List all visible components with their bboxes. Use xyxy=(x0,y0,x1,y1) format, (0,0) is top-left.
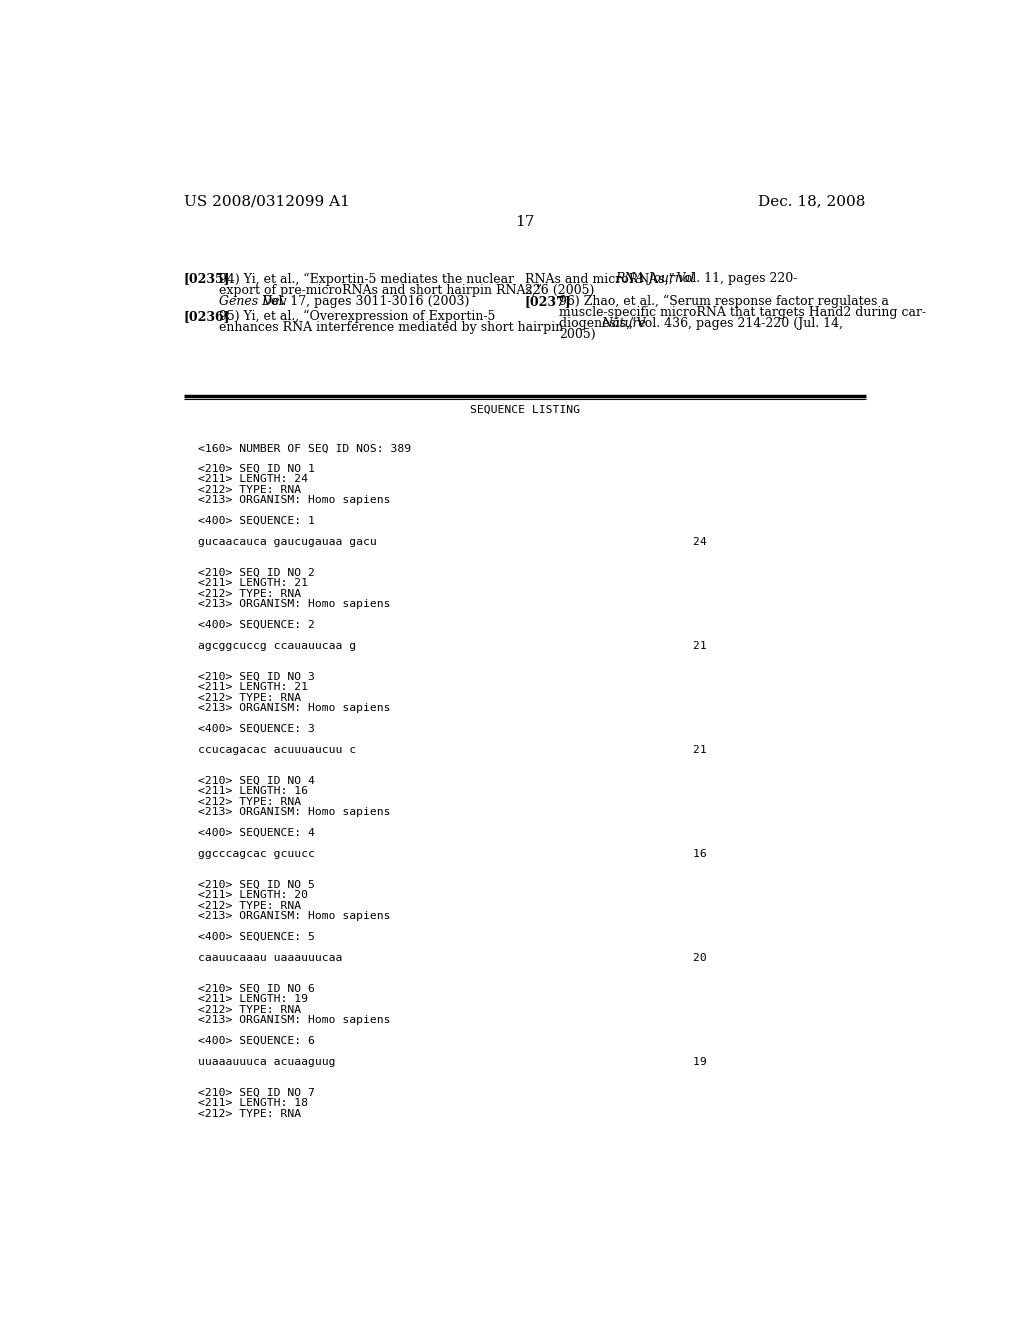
Text: <211> LENGTH: 19: <211> LENGTH: 19 xyxy=(198,994,308,1005)
Text: 95) Yi, et al., “Overexpression of Exportin-5: 95) Yi, et al., “Overexpression of Expor… xyxy=(219,310,496,323)
Text: [0235]: [0235] xyxy=(183,272,230,285)
Text: <400> SEQUENCE: 2: <400> SEQUENCE: 2 xyxy=(198,620,314,630)
Text: ggcccagcac gcuucc                                                       16: ggcccagcac gcuucc 16 xyxy=(198,849,707,859)
Text: 96) Zhao, et al., “Serum response factor regulates a: 96) Zhao, et al., “Serum response factor… xyxy=(559,294,889,308)
Text: <400> SEQUENCE: 3: <400> SEQUENCE: 3 xyxy=(198,723,314,734)
Text: <213> ORGANISM: Homo sapiens: <213> ORGANISM: Homo sapiens xyxy=(198,495,390,506)
Text: <211> LENGTH: 18: <211> LENGTH: 18 xyxy=(198,1098,308,1109)
Text: <160> NUMBER OF SEQ ID NOS: 389: <160> NUMBER OF SEQ ID NOS: 389 xyxy=(198,444,411,453)
Text: <400> SEQUENCE: 4: <400> SEQUENCE: 4 xyxy=(198,828,314,838)
Text: 226 (2005): 226 (2005) xyxy=(524,284,594,297)
Text: RNAs and microRNAs,”: RNAs and microRNAs,” xyxy=(524,272,679,285)
Text: [0237]: [0237] xyxy=(524,294,571,308)
Text: <212> TYPE: RNA: <212> TYPE: RNA xyxy=(198,1109,301,1118)
Text: <210> SEQ ID NO 7: <210> SEQ ID NO 7 xyxy=(198,1088,314,1098)
Text: <213> ORGANISM: Homo sapiens: <213> ORGANISM: Homo sapiens xyxy=(198,704,390,713)
Text: <211> LENGTH: 21: <211> LENGTH: 21 xyxy=(198,578,308,589)
Text: export of pre-microRNAs and short hairpin RNAs,”: export of pre-microRNAs and short hairpi… xyxy=(219,284,543,297)
Text: <210> SEQ ID NO 1: <210> SEQ ID NO 1 xyxy=(198,465,314,474)
Text: <211> LENGTH: 21: <211> LENGTH: 21 xyxy=(198,682,308,693)
Text: <400> SEQUENCE: 5: <400> SEQUENCE: 5 xyxy=(198,932,314,942)
Text: <211> LENGTH: 24: <211> LENGTH: 24 xyxy=(198,474,308,484)
Text: gucaacauca gaucugauaa gacu                                              24: gucaacauca gaucugauaa gacu 24 xyxy=(198,537,707,546)
Text: caauucaaau uaaauuucaa                                                   20: caauucaaau uaaauuucaa 20 xyxy=(198,953,707,962)
Text: <400> SEQUENCE: 6: <400> SEQUENCE: 6 xyxy=(198,1036,314,1045)
Text: enhances RNA interference mediated by short hairpin: enhances RNA interference mediated by sh… xyxy=(219,321,563,334)
Text: <211> LENGTH: 20: <211> LENGTH: 20 xyxy=(198,890,308,900)
Text: Nature: Nature xyxy=(601,317,646,330)
Text: RNA Journal: RNA Journal xyxy=(614,272,694,285)
Text: , Vol. 436, pages 214-220 (Jul. 14,: , Vol. 436, pages 214-220 (Jul. 14, xyxy=(630,317,844,330)
Text: <211> LENGTH: 16: <211> LENGTH: 16 xyxy=(198,787,308,796)
Text: <210> SEQ ID NO 3: <210> SEQ ID NO 3 xyxy=(198,672,314,682)
Text: US 2008/0312099 A1: US 2008/0312099 A1 xyxy=(183,194,349,209)
Text: Vol. 17, pages 3011-3016 (2003): Vol. 17, pages 3011-3016 (2003) xyxy=(259,294,469,308)
Text: <213> ORGANISM: Homo sapiens: <213> ORGANISM: Homo sapiens xyxy=(198,911,390,921)
Text: 17: 17 xyxy=(515,215,535,228)
Text: <213> ORGANISM: Homo sapiens: <213> ORGANISM: Homo sapiens xyxy=(198,599,390,610)
Text: [0236]: [0236] xyxy=(183,310,230,322)
Text: 2005): 2005) xyxy=(559,329,596,341)
Text: ccucagacac acuuuaucuu c                                                 21: ccucagacac acuuuaucuu c 21 xyxy=(198,744,707,755)
Text: SEQUENCE LISTING: SEQUENCE LISTING xyxy=(470,405,580,414)
Text: <400> SEQUENCE: 1: <400> SEQUENCE: 1 xyxy=(198,516,314,527)
Text: <212> TYPE: RNA: <212> TYPE: RNA xyxy=(198,797,301,807)
Text: <212> TYPE: RNA: <212> TYPE: RNA xyxy=(198,693,301,702)
Text: uuaaauuuca acuaaguug                                                    19: uuaaauuuca acuaaguug 19 xyxy=(198,1056,707,1067)
Text: muscle-specific microRNA that targets Hand2 during car-: muscle-specific microRNA that targets Ha… xyxy=(559,306,926,319)
Text: <212> TYPE: RNA: <212> TYPE: RNA xyxy=(198,900,301,911)
Text: <212> TYPE: RNA: <212> TYPE: RNA xyxy=(198,1005,301,1015)
Text: <213> ORGANISM: Homo sapiens: <213> ORGANISM: Homo sapiens xyxy=(198,807,390,817)
Text: <210> SEQ ID NO 4: <210> SEQ ID NO 4 xyxy=(198,776,314,785)
Text: <210> SEQ ID NO 6: <210> SEQ ID NO 6 xyxy=(198,983,314,994)
Text: <212> TYPE: RNA: <212> TYPE: RNA xyxy=(198,484,301,495)
Text: <212> TYPE: RNA: <212> TYPE: RNA xyxy=(198,589,301,599)
Text: diogenesis,”: diogenesis,” xyxy=(559,317,640,330)
Text: , Vol. 11, pages 220-: , Vol. 11, pages 220- xyxy=(669,272,798,285)
Text: Genes Dev: Genes Dev xyxy=(219,294,287,308)
Text: <213> ORGANISM: Homo sapiens: <213> ORGANISM: Homo sapiens xyxy=(198,1015,390,1026)
Text: <210> SEQ ID NO 2: <210> SEQ ID NO 2 xyxy=(198,568,314,578)
Text: agcggcuccg ccauauucaa g                                                 21: agcggcuccg ccauauucaa g 21 xyxy=(198,640,707,651)
Text: <210> SEQ ID NO 5: <210> SEQ ID NO 5 xyxy=(198,880,314,890)
Text: Dec. 18, 2008: Dec. 18, 2008 xyxy=(759,194,866,209)
Text: 94) Yi, et al., “Exportin-5 mediates the nuclear: 94) Yi, et al., “Exportin-5 mediates the… xyxy=(219,272,515,285)
